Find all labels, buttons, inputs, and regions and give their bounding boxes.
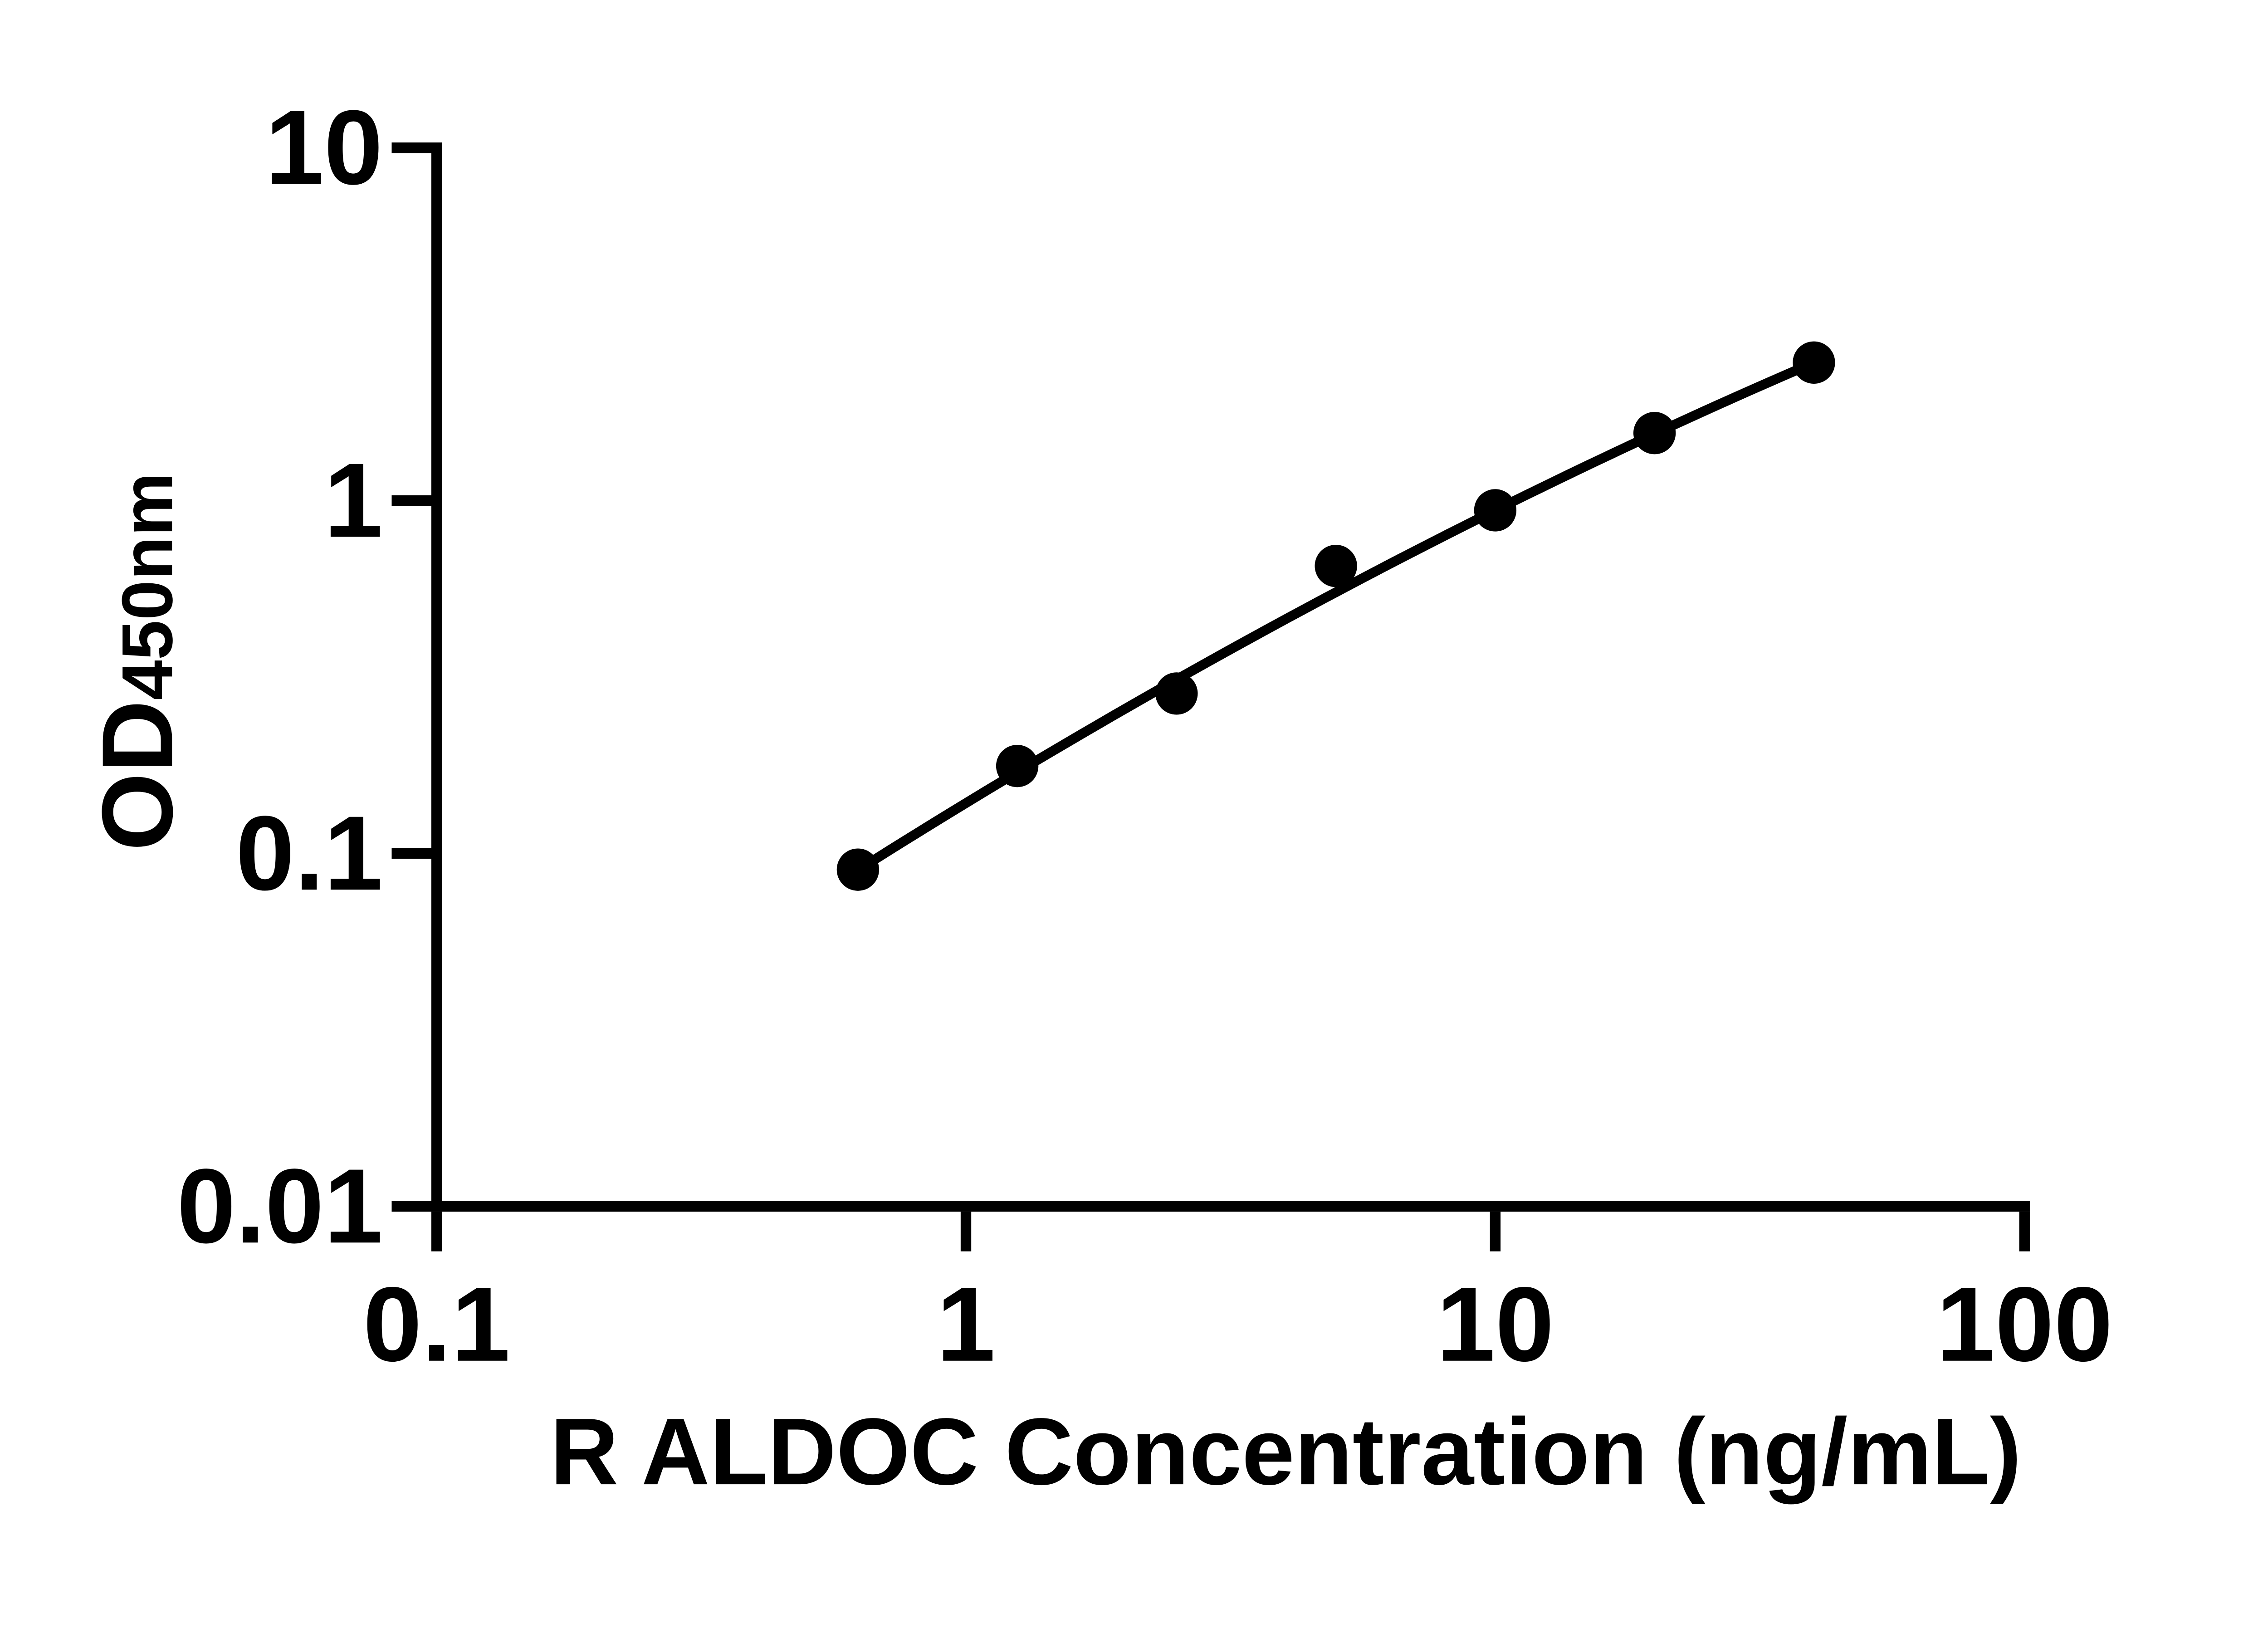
x-tick-label-100: 100 — [1936, 1266, 2113, 1384]
y-axis-tick-labels: 0.01 0.1 1 10 — [177, 88, 383, 1265]
y-tick-label-0.01: 0.01 — [177, 1147, 383, 1265]
data-point-1 — [836, 848, 880, 891]
y-tick-label-0.1: 0.1 — [236, 794, 383, 912]
y-axis-title: OD450nm — [81, 472, 193, 851]
data-point-6 — [1633, 412, 1676, 455]
data-point-3 — [1155, 672, 1198, 715]
data-point-5 — [1474, 489, 1517, 532]
y-axis-title-main: OD — [81, 700, 193, 851]
y-axis-ticks — [391, 142, 431, 1212]
x-tick-label-0.1: 0.1 — [363, 1266, 510, 1384]
y-tick-label-1: 1 — [324, 441, 383, 559]
x-tick-label-10: 10 — [1437, 1266, 1554, 1384]
data-points — [836, 341, 1835, 891]
x-tick-label-1: 1 — [937, 1266, 996, 1384]
x-axis-ticks — [431, 1212, 2030, 1252]
y-axis-title-subscript: 450nm — [107, 472, 187, 700]
y-axis: 0.01 0.1 1 10 — [177, 88, 442, 1265]
data-point-7 — [1793, 341, 1835, 384]
x-axis: 0.1 1 10 100 — [363, 1201, 2113, 1384]
x-axis-tick-labels: 0.1 1 10 100 — [363, 1266, 2112, 1384]
elisa-standard-curve-figure: 0.01 0.1 1 10 0.1 1 10 100 R ALDOC Concentrati… — [81, 88, 2113, 1505]
data-point-2 — [996, 744, 1039, 787]
data-point-4 — [1315, 544, 1357, 587]
y-tick-label-10: 10 — [265, 88, 383, 206]
x-axis-title: R ALDOC Concentration (ng/mL) — [550, 1399, 2022, 1505]
